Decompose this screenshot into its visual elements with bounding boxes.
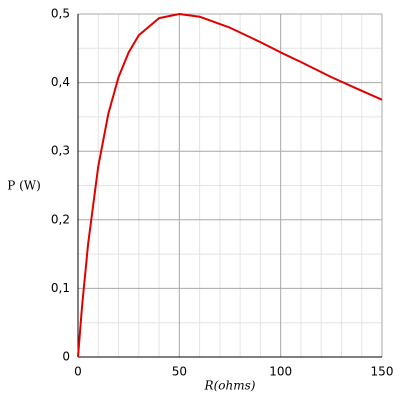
x-tick-label: 100 — [269, 365, 292, 379]
y-axis-label: P (W) — [7, 179, 41, 193]
x-axis-label: R(ohms) — [204, 379, 256, 393]
y-tick-label: 0,3 — [51, 144, 70, 158]
x-tick-label: 150 — [371, 365, 394, 379]
y-tick-label: 0,5 — [51, 7, 70, 21]
y-tick-label: 0,1 — [51, 281, 70, 295]
x-tick-label: 50 — [172, 365, 187, 379]
data-line — [77, 13, 383, 358]
y-tick-label: 0,2 — [51, 212, 70, 226]
x-tick-label: 0 — [74, 365, 82, 379]
y-tick-label: 0,4 — [51, 75, 70, 89]
y-tick-label: 0 — [62, 350, 70, 364]
